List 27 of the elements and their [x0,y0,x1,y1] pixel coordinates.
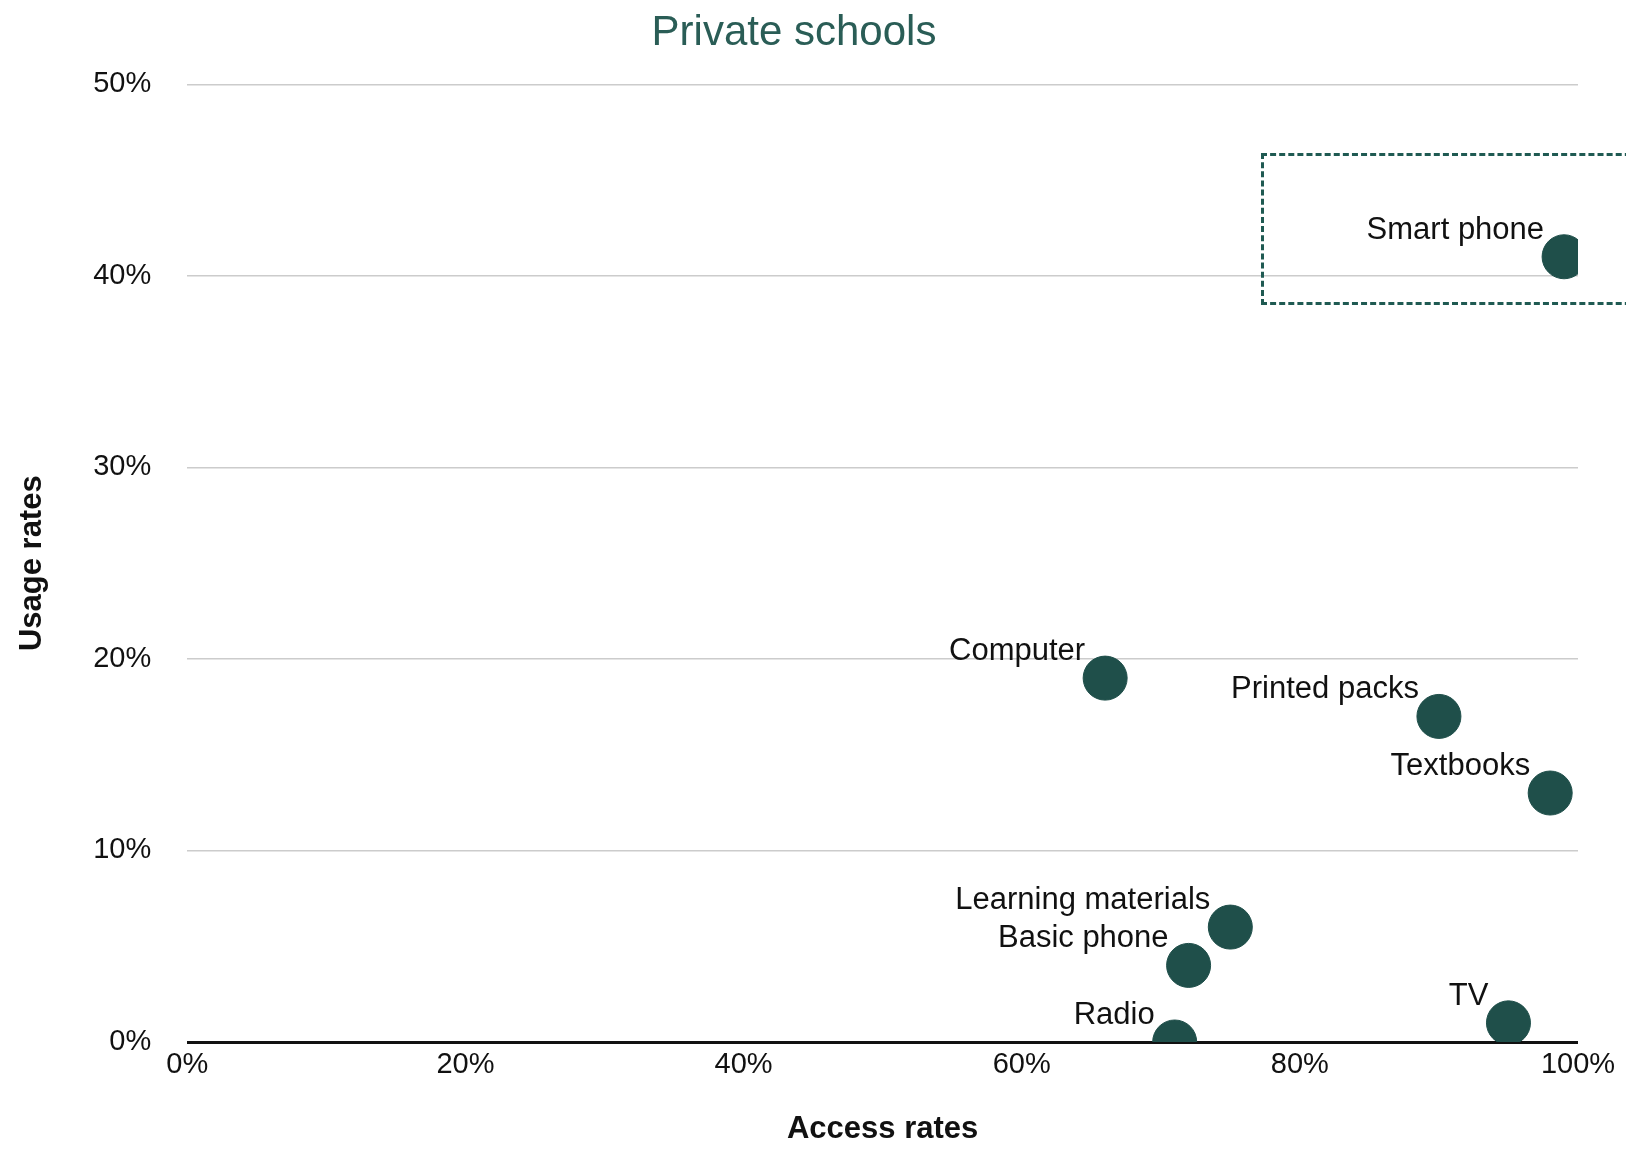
annotation: Basic phone [997,919,1169,955]
y-tick-label: 0% [109,1024,152,1056]
annotation: Printed packs [1231,670,1419,706]
y-tick-label: 10% [93,832,152,865]
annotation: TV [1448,976,1489,1012]
x-tick-label: 40% [714,1047,773,1080]
annotation: Learning materials [955,881,1211,917]
annotation: Computer [949,632,1086,668]
point [1416,693,1462,739]
x-tick-label: 20% [436,1047,495,1080]
y-axis-title: Usage rates [13,475,49,652]
point [1527,770,1573,816]
x-tick-label: 100% [1540,1047,1616,1080]
y-tick-label: 20% [93,640,152,673]
x-tick-label: 60% [992,1047,1051,1080]
annotation: Smart phone [1366,210,1545,246]
y-tick-label: 50% [93,66,152,99]
y-tick-label: 30% [93,449,152,482]
point [1166,942,1212,988]
annotation: Radio [1073,996,1155,1031]
point [1207,904,1253,950]
x-tick-label: 0% [166,1047,209,1080]
y-tick-label: 40% [93,257,152,290]
x-axis-title: Access rates [786,1109,979,1145]
x-tick-label: 80% [1270,1047,1329,1080]
chart-title: Private schools [651,6,937,54]
annotation: Textbooks [1390,747,1531,783]
